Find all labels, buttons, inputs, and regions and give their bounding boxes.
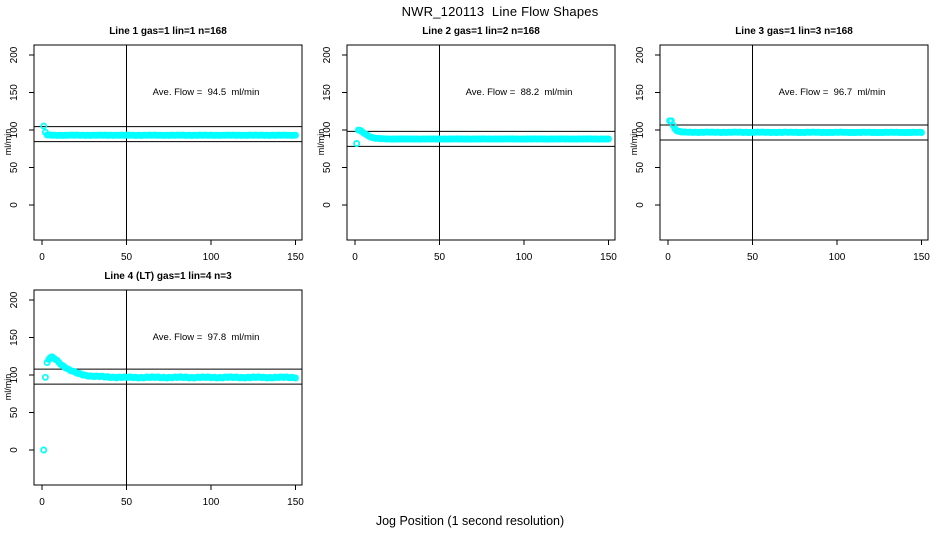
- outlier-point: [40, 446, 48, 454]
- panel-title: Line 2 gas=1 lin=2 n=168: [422, 26, 540, 37]
- y-tick-label: 50: [635, 162, 646, 174]
- y-axis-label: ml/min: [3, 373, 13, 401]
- plot-box: [33, 289, 303, 486]
- data-series: [666, 117, 925, 137]
- y-tick-label: 100: [322, 121, 333, 138]
- x-tick-label: 100: [203, 252, 220, 263]
- y-tick-label: 100: [9, 366, 20, 383]
- y-tick-label: 100: [635, 121, 646, 138]
- y-tick-label: 200: [9, 46, 20, 63]
- x-tick-label: 100: [516, 252, 533, 263]
- x-tick-label: 150: [600, 252, 617, 263]
- x-axis-label: Jog Position (1 second resolution): [375, 514, 565, 528]
- y-tick-label: 150: [322, 84, 333, 101]
- avg-flow-annotation: Ave. Flow = 94.5 ml/min: [152, 87, 260, 98]
- y-tick-label: 0: [9, 447, 20, 453]
- avg-flow-annotation: Ave. Flow = 97.8 ml/min: [152, 332, 260, 343]
- panel-title: Line 3 gas=1 lin=3 n=168: [735, 26, 853, 37]
- main-title: NWR_120113 Line Flow Shapes: [401, 4, 599, 19]
- data-point: [292, 131, 299, 139]
- y-tick-label: 200: [322, 46, 333, 63]
- outlier-point: [353, 140, 361, 147]
- data-series: [353, 126, 612, 147]
- y-tick-label: 50: [9, 407, 20, 419]
- x-tick-label: 0: [39, 252, 45, 263]
- data-point: [40, 122, 48, 130]
- panel-line-1: 0 50 100 150 0 50 100 150 200 Line 1 gas=1 lin=1…: [0, 20, 312, 265]
- avg-flow-annotation: Ave. Flow = 88.2 ml/min: [465, 87, 573, 98]
- y-tick-label: 0: [635, 202, 646, 208]
- line-1-plot-svg: 0 50 100 150 0 50 100 150 200: [9, 44, 304, 263]
- x-tick-label: 50: [434, 252, 446, 263]
- line-2-plot-svg: 0 50 100 150 0 50 100 150 200: [322, 44, 617, 263]
- x-tick-label: 100: [829, 252, 846, 263]
- data-series: [40, 353, 299, 454]
- y-tick-label: 50: [322, 162, 333, 174]
- line-4-plot-svg: 0 50 100 150 0 50 100 150 200: [9, 289, 304, 508]
- y-tick-label: 0: [322, 202, 333, 208]
- data-point: [918, 129, 925, 136]
- outlier-point: [41, 373, 49, 381]
- x-tick-label: 150: [287, 252, 304, 263]
- y-tick-label: 0: [9, 202, 20, 208]
- y-tick-label: 100: [9, 121, 20, 138]
- x-tick-label: 150: [287, 497, 304, 508]
- panel-line-2: 0 50 100 150 0 50 100 150 200 Line 2 gas=1 lin=2…: [313, 20, 625, 265]
- data-series: [40, 122, 299, 139]
- y-axis-label: ml/min: [629, 128, 639, 156]
- plot-box: [659, 44, 929, 241]
- x-tick-label: 0: [39, 497, 45, 508]
- panel-title: Line 4 (LT) gas=1 lin=4 n=3: [104, 271, 232, 282]
- y-tick-label: 50: [9, 162, 20, 174]
- panel-line-4: 0 50 100 150 0 50 100 150 200 Line 4 (LT) gas=1 …: [0, 265, 312, 510]
- y-tick-label: 150: [9, 84, 20, 101]
- y-tick-label: 150: [9, 329, 20, 346]
- y-tick-label: 200: [9, 291, 20, 308]
- panel-line-3: 0 50 100 150 0 50 100 150 200 Line 3 gas=1 lin=3…: [626, 20, 936, 265]
- x-tick-label: 0: [665, 252, 671, 263]
- avg-flow-annotation: Ave. Flow = 96.7 ml/min: [778, 87, 886, 98]
- y-axis-label: ml/min: [3, 128, 13, 156]
- x-tick-label: 150: [913, 252, 930, 263]
- y-axis-label: ml/min: [316, 128, 326, 156]
- data-point: [605, 135, 612, 143]
- plot-box: [346, 44, 616, 241]
- line-3-plot-svg: 0 50 100 150 0 50 100 150 200: [635, 44, 930, 263]
- x-tick-label: 100: [203, 497, 220, 508]
- x-tick-label: 50: [121, 497, 133, 508]
- y-tick-label: 150: [635, 84, 646, 101]
- x-tick-label: 0: [352, 252, 358, 263]
- panel-title: Line 1 gas=1 lin=1 n=168: [109, 26, 227, 37]
- data-point: [292, 374, 299, 382]
- y-tick-label: 200: [635, 46, 646, 63]
- x-tick-label: 50: [747, 252, 759, 263]
- x-tick-label: 50: [121, 252, 133, 263]
- plot-box: [33, 44, 303, 241]
